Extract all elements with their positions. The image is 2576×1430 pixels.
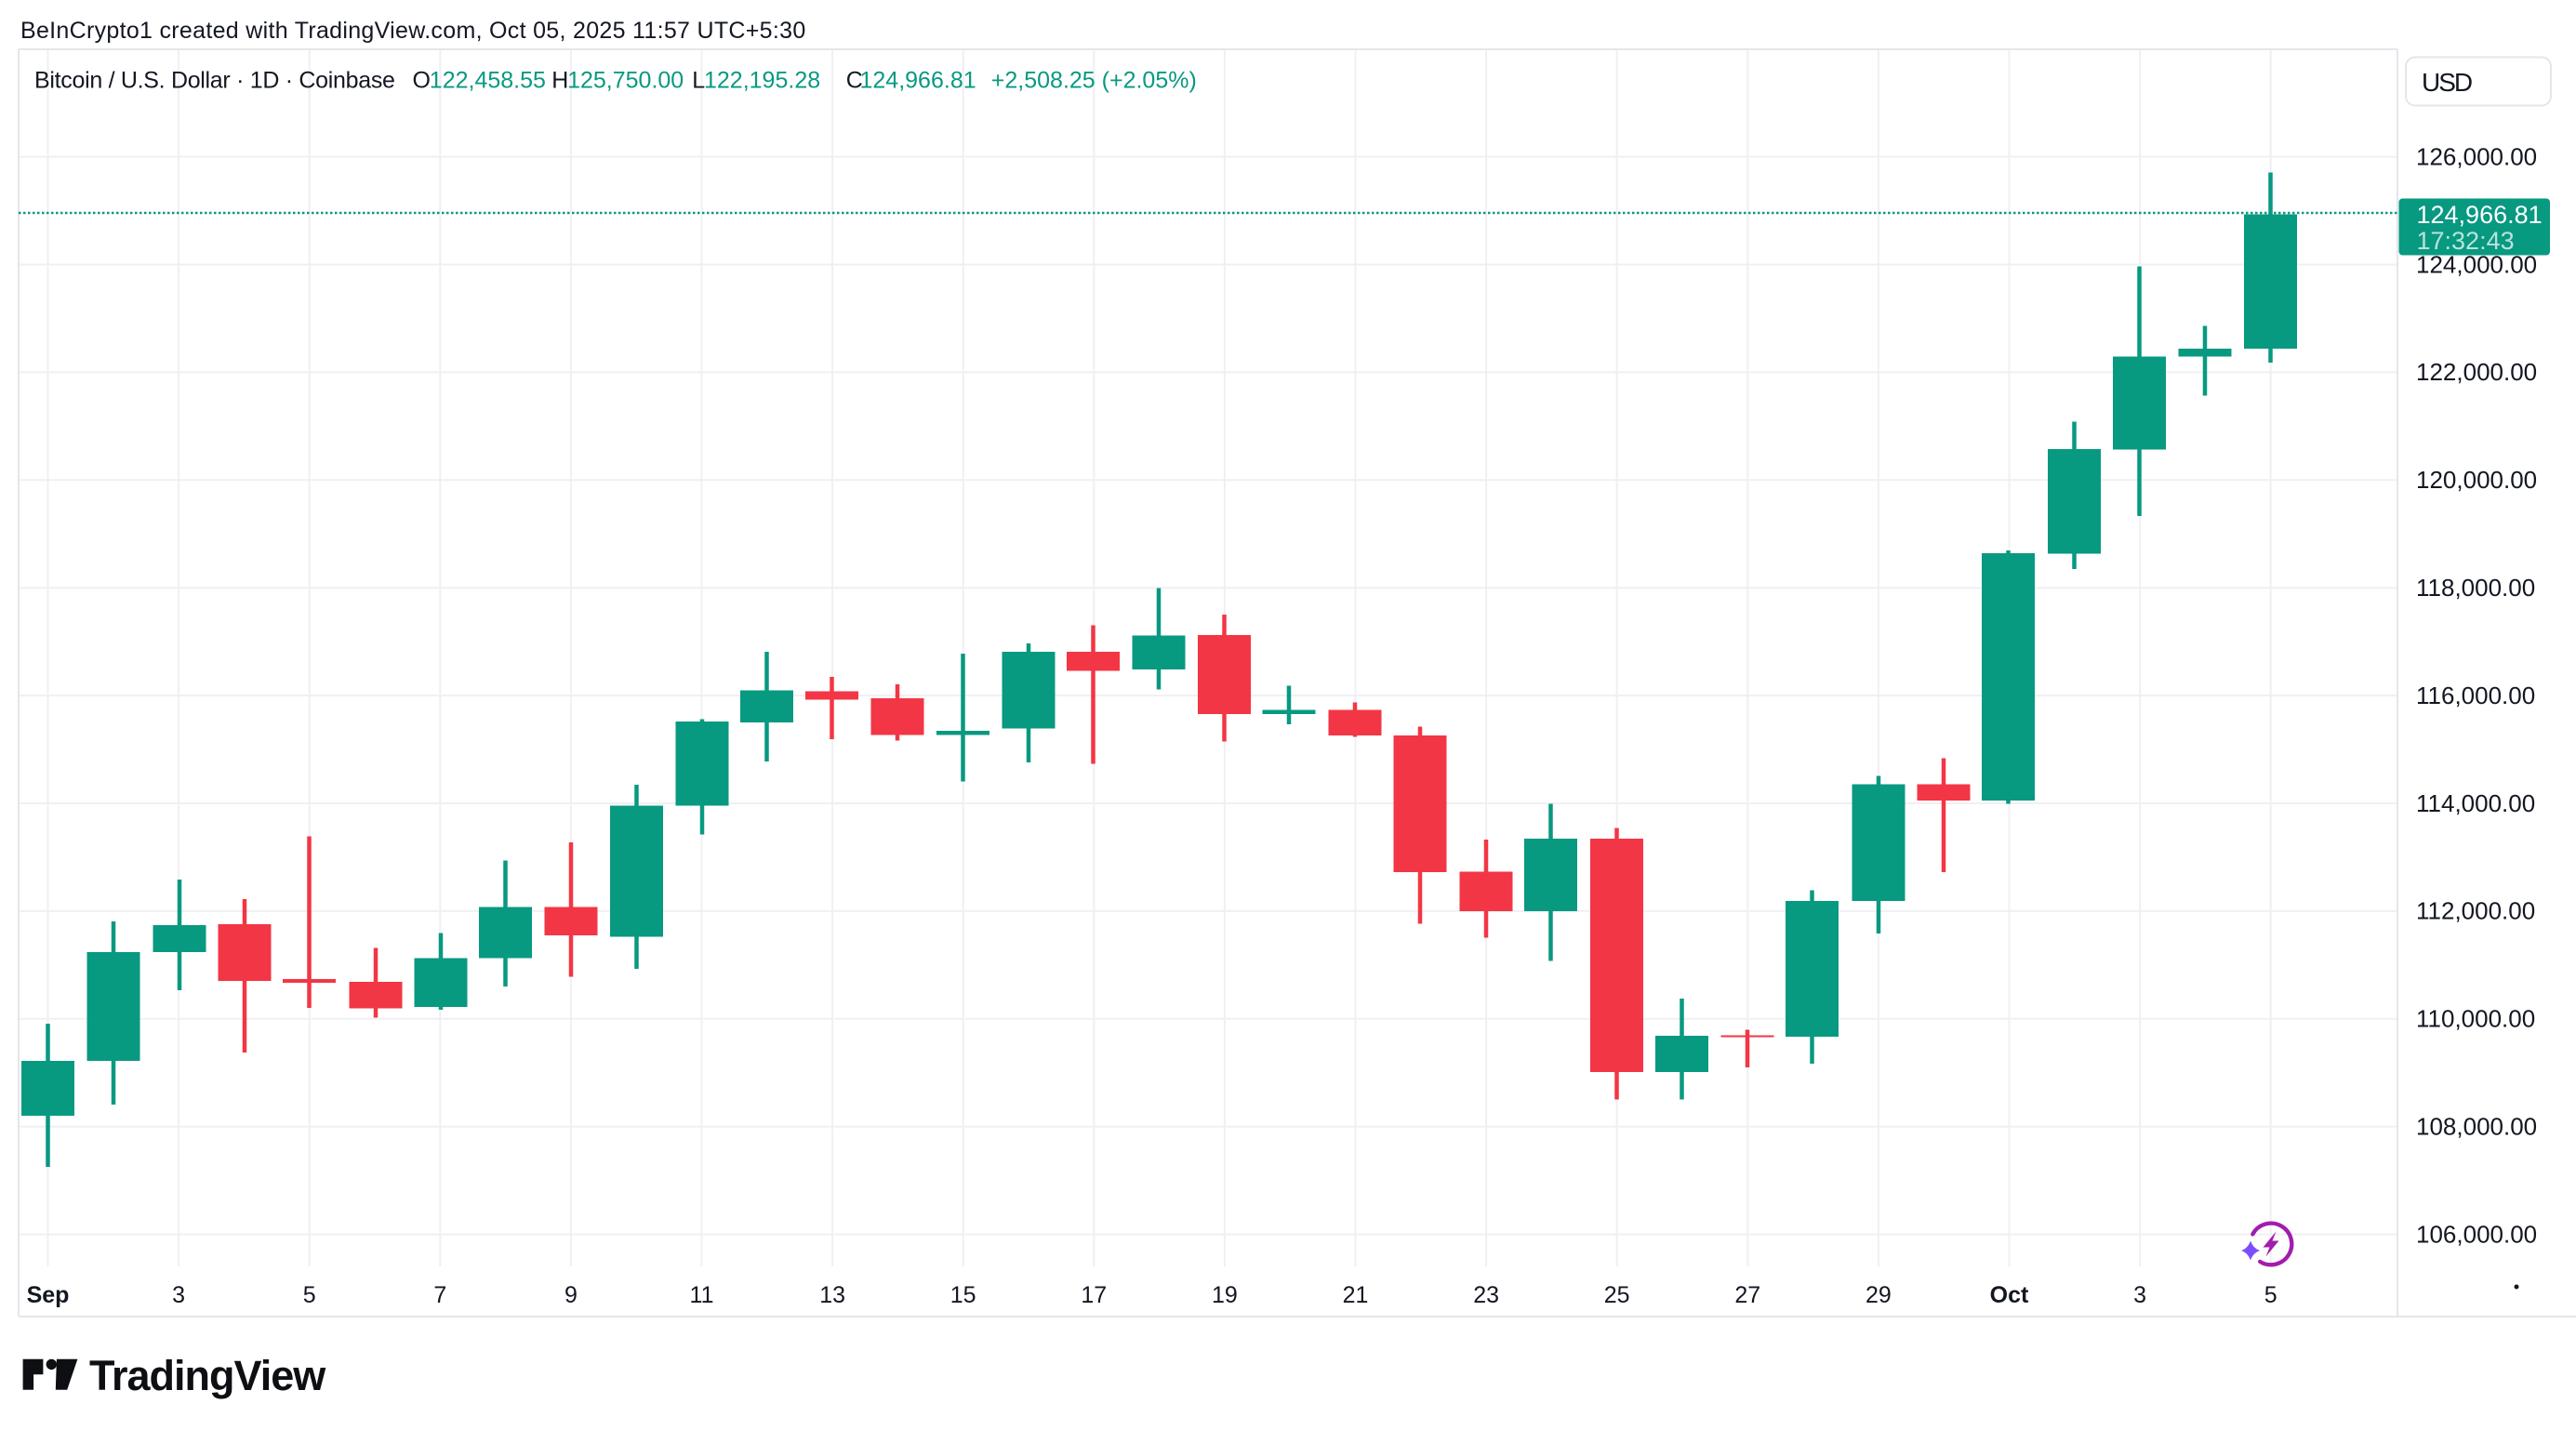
svg-text:USD: USD <box>2422 68 2472 97</box>
svg-text:17:32:43: 17:32:43 <box>2417 227 2515 255</box>
svg-text:17: 17 <box>1081 1282 1107 1308</box>
svg-text:125,750.00: 125,750.00 <box>567 68 684 94</box>
svg-text:9: 9 <box>564 1282 578 1308</box>
svg-text:C: C <box>846 68 863 94</box>
svg-text:15: 15 <box>950 1282 976 1308</box>
svg-text:114,000.00: 114,000.00 <box>2416 789 2535 817</box>
svg-text:L: L <box>692 68 705 94</box>
svg-text:116,000.00: 116,000.00 <box>2416 682 2535 709</box>
svg-text:23: 23 <box>1473 1282 1499 1308</box>
svg-text:TradingView: TradingView <box>89 1352 326 1399</box>
svg-text:29: 29 <box>1866 1282 1892 1308</box>
svg-text:106,000.00: 106,000.00 <box>2416 1220 2537 1248</box>
svg-text:11: 11 <box>690 1282 714 1308</box>
svg-text:5: 5 <box>303 1282 316 1308</box>
svg-text:7: 7 <box>433 1282 446 1308</box>
svg-text:19: 19 <box>1212 1282 1238 1308</box>
svg-text:112,000.00: 112,000.00 <box>2416 897 2535 925</box>
svg-text:BeInCrypto1 created with Tradi: BeInCrypto1 created with TradingView.com… <box>20 18 806 44</box>
svg-text:3: 3 <box>172 1282 185 1308</box>
svg-text:27: 27 <box>1734 1282 1760 1308</box>
svg-text:126,000.00: 126,000.00 <box>2416 142 2537 170</box>
svg-text:122,000.00: 122,000.00 <box>2416 358 2537 386</box>
svg-text:13: 13 <box>819 1282 845 1308</box>
svg-text:5: 5 <box>2264 1282 2277 1308</box>
svg-text:Sep: Sep <box>27 1282 70 1308</box>
svg-text:Oct: Oct <box>1990 1282 2029 1308</box>
svg-text:H: H <box>551 68 568 94</box>
svg-text:+2,508.25 (+2.05%): +2,508.25 (+2.05%) <box>991 68 1197 94</box>
svg-text:21: 21 <box>1343 1282 1369 1308</box>
svg-text:108,000.00: 108,000.00 <box>2416 1113 2537 1141</box>
svg-text:122,195.28: 122,195.28 <box>704 68 820 94</box>
svg-text:122,458.55: 122,458.55 <box>430 68 546 94</box>
svg-text:O: O <box>413 68 431 94</box>
svg-text:124,966.81: 124,966.81 <box>2417 201 2543 229</box>
svg-text:118,000.00: 118,000.00 <box>2416 574 2535 602</box>
svg-text:3: 3 <box>2133 1282 2146 1308</box>
svg-text:124,966.81: 124,966.81 <box>860 68 976 94</box>
svg-text:Bitcoin / U.S. Dollar · 1D · C: Bitcoin / U.S. Dollar · 1D · Coinbase <box>34 68 395 94</box>
svg-text:25: 25 <box>1604 1282 1630 1308</box>
svg-text:120,000.00: 120,000.00 <box>2416 466 2537 494</box>
svg-text:110,000.00: 110,000.00 <box>2416 1005 2535 1033</box>
